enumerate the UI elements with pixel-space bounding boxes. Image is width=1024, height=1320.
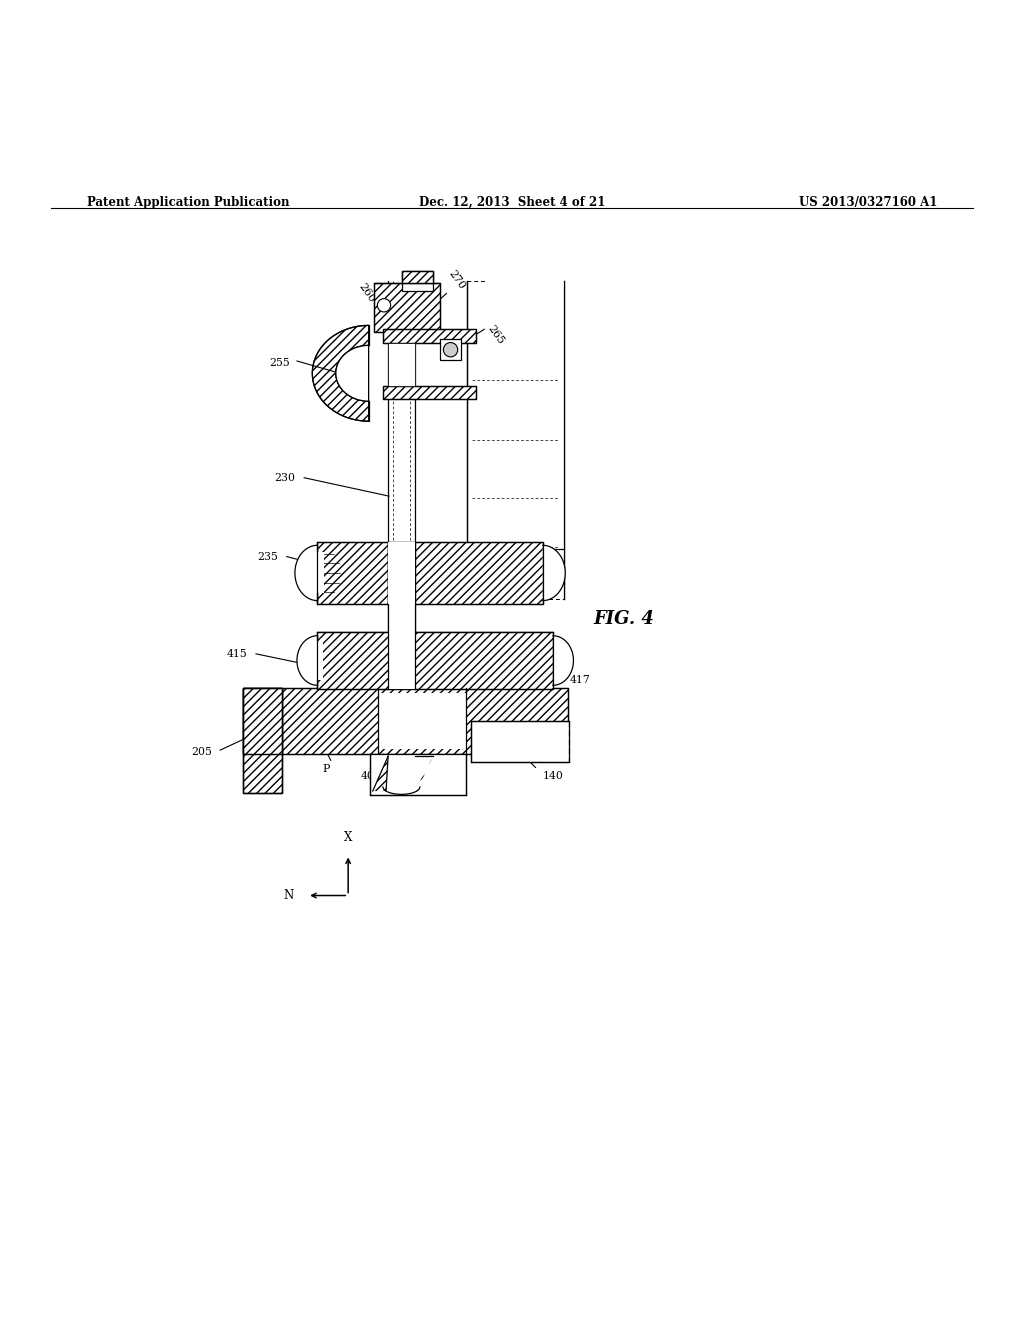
- Text: Q: Q: [424, 772, 432, 783]
- Bar: [388, 543, 415, 603]
- Polygon shape: [295, 545, 317, 601]
- Bar: [388, 632, 415, 689]
- Circle shape: [443, 343, 458, 356]
- Text: 205: 205: [191, 747, 212, 758]
- Bar: [471, 722, 569, 763]
- Bar: [383, 329, 476, 343]
- Bar: [370, 754, 466, 795]
- Bar: [243, 688, 282, 754]
- Text: 230: 230: [273, 473, 295, 483]
- Bar: [243, 688, 568, 754]
- Bar: [317, 543, 388, 603]
- Bar: [243, 688, 282, 793]
- Bar: [485, 281, 564, 598]
- Text: Dec. 12, 2013  Sheet 4 of 21: Dec. 12, 2013 Sheet 4 of 21: [419, 197, 605, 209]
- Bar: [378, 693, 466, 748]
- Text: FIG. 4: FIG. 4: [594, 610, 654, 628]
- Polygon shape: [553, 636, 573, 685]
- Bar: [415, 543, 543, 603]
- Polygon shape: [297, 636, 317, 685]
- Polygon shape: [336, 346, 369, 401]
- Bar: [243, 688, 282, 754]
- Bar: [388, 543, 415, 603]
- Circle shape: [377, 298, 391, 312]
- Bar: [388, 343, 415, 385]
- Bar: [315, 553, 324, 594]
- Text: 270: 270: [446, 268, 467, 292]
- Bar: [317, 543, 388, 603]
- Bar: [374, 284, 440, 333]
- Bar: [374, 284, 440, 333]
- Text: P: P: [322, 764, 330, 775]
- Text: 235: 235: [258, 552, 279, 561]
- Bar: [383, 385, 476, 399]
- Text: X: X: [344, 832, 352, 845]
- Text: 410: 410: [442, 776, 463, 785]
- Bar: [243, 688, 568, 754]
- Bar: [402, 271, 433, 284]
- Bar: [243, 688, 282, 793]
- Bar: [383, 329, 476, 343]
- Text: 140: 140: [543, 771, 563, 780]
- Bar: [317, 632, 553, 689]
- Bar: [402, 271, 433, 292]
- Bar: [243, 688, 282, 793]
- Text: 405: 405: [360, 771, 381, 780]
- Bar: [388, 543, 415, 603]
- Text: Patent Application Publication: Patent Application Publication: [87, 197, 290, 209]
- Bar: [383, 385, 476, 399]
- Bar: [440, 339, 461, 360]
- Bar: [243, 688, 282, 754]
- Bar: [415, 543, 543, 603]
- Text: 260: 260: [356, 281, 377, 305]
- Bar: [315, 640, 323, 681]
- Text: 255: 255: [269, 358, 290, 368]
- Bar: [402, 271, 433, 284]
- Text: N: N: [284, 890, 294, 902]
- Polygon shape: [543, 545, 565, 601]
- Text: 417: 417: [569, 676, 590, 685]
- Text: 415: 415: [227, 649, 248, 659]
- Text: 265: 265: [485, 323, 506, 346]
- Text: US 2013/0327160 A1: US 2013/0327160 A1: [799, 197, 937, 209]
- Bar: [317, 632, 553, 689]
- Bar: [467, 281, 564, 598]
- Bar: [388, 603, 415, 632]
